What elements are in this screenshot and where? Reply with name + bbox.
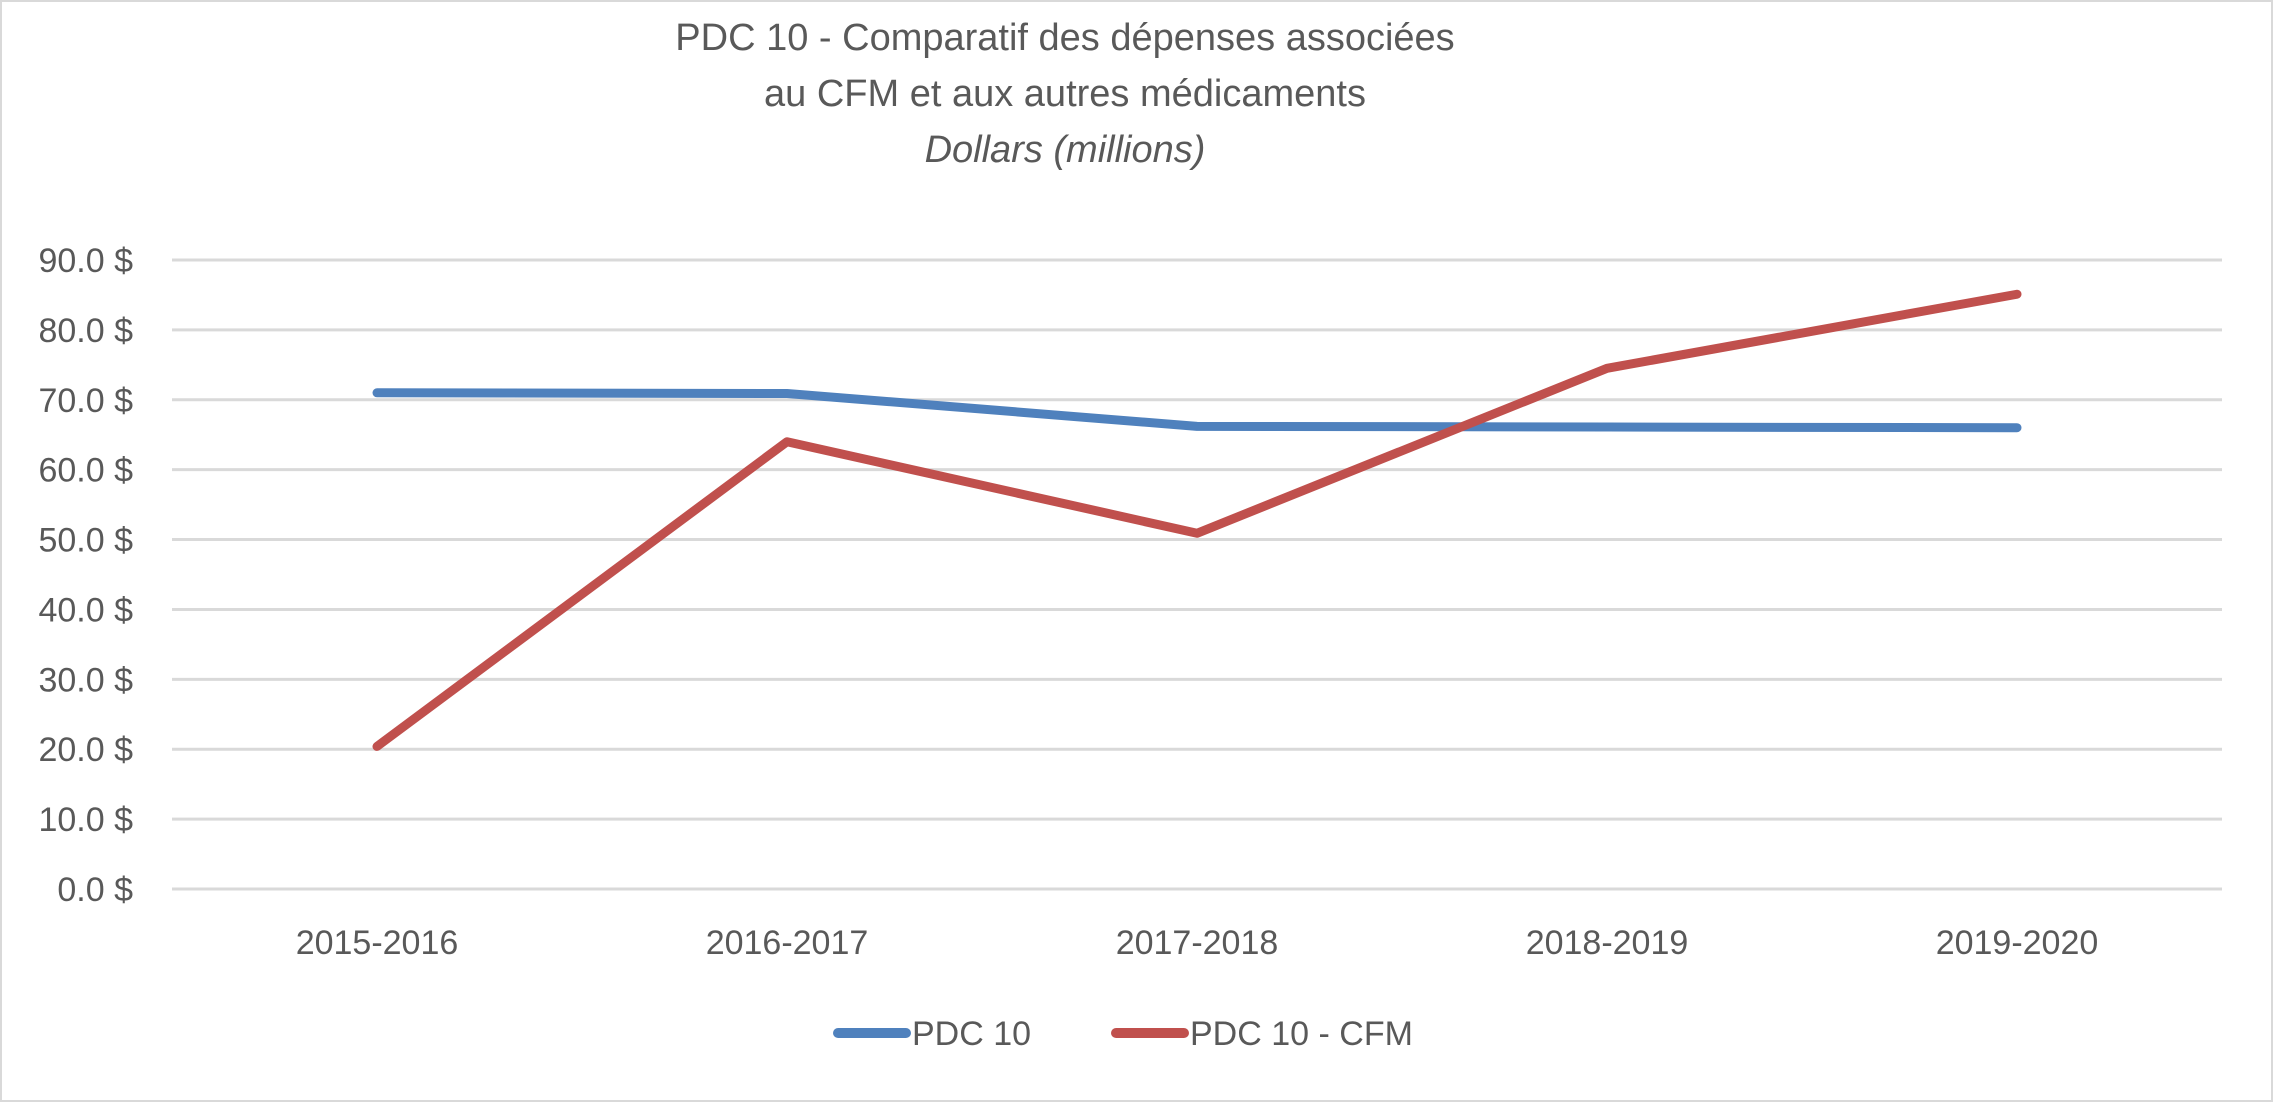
- data-point: [786, 441, 788, 443]
- x-tick-label: 2015-2016: [296, 924, 459, 962]
- y-tick-label: 10.0 $: [38, 801, 133, 839]
- x-tick-label: 2019-2020: [1936, 924, 2099, 962]
- y-tick-label: 60.0 $: [38, 452, 133, 490]
- y-tick-label: 80.0 $: [38, 312, 133, 350]
- data-point: [376, 745, 378, 747]
- x-tick-label: 2017-2018: [1116, 924, 1279, 962]
- chart-subtitle: Dollars (millions): [925, 129, 1206, 171]
- legend: PDC 10 PDC 10 - CFM: [833, 1015, 1413, 1053]
- gridlines: [172, 258, 2222, 891]
- data-point: [376, 392, 378, 394]
- y-axis-ticks: 0.0 $ 10.0 $ 20.0 $ 30.0 $ 40.0 $ 50.0 $ 60.0 …: [38, 242, 133, 909]
- chart-title-line-1: PDC 10 - Comparatif des dépenses associé…: [675, 17, 1454, 59]
- data-point: [1606, 367, 1608, 369]
- data-point: [786, 392, 788, 394]
- y-tick-label: 30.0 $: [38, 661, 133, 699]
- y-tick-label: 40.0 $: [38, 591, 133, 629]
- data-point: [2016, 293, 2018, 295]
- data-point: [1196, 532, 1198, 534]
- series-lines: [372, 289, 2022, 751]
- data-point: [1196, 425, 1198, 427]
- y-tick-label: 20.0 $: [38, 731, 133, 769]
- y-tick-label: 0.0 $: [57, 871, 133, 909]
- x-tick-label: 2018-2019: [1526, 924, 1689, 962]
- legend-label: PDC 10: [912, 1015, 1031, 1053]
- series-line-1: [372, 388, 2022, 433]
- legend-label: PDC 10 - CFM: [1190, 1015, 1413, 1053]
- data-point: [2016, 427, 2018, 429]
- chart-title-line-2: au CFM et aux autres médicaments: [764, 73, 1366, 115]
- x-axis-ticks: 2015-2016 2016-2017 2017-2018 2018-2019 2019…: [296, 924, 2099, 962]
- y-tick-label: 50.0 $: [38, 522, 133, 560]
- y-tick-label: 90.0 $: [38, 242, 133, 280]
- y-tick-label: 70.0 $: [38, 382, 133, 420]
- x-tick-label: 2016-2017: [706, 924, 869, 962]
- data-point: [1606, 426, 1608, 428]
